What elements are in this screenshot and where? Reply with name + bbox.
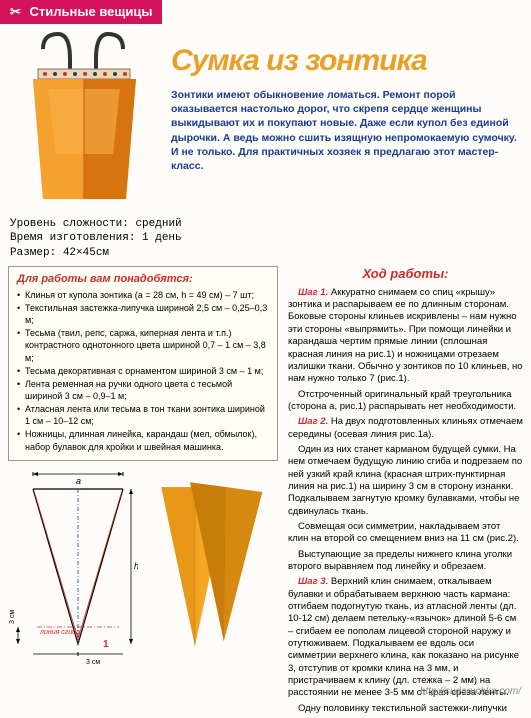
step2-p3: Совмещая оси симметрии, накладываем этот… — [288, 521, 523, 546]
material-item: Ножницы, длинная линейка, карандаш (мел,… — [17, 428, 269, 452]
step2-label: Шаг 2. — [298, 416, 328, 427]
figure-number: 1 — [103, 639, 109, 650]
level-label: Уровень сложности: — [10, 218, 129, 230]
intro-text: Зонтики имеют обыкновение ломаться. Ремо… — [171, 88, 523, 173]
label-3cm-h: 3 см — [86, 659, 100, 666]
material-item: Тесьма декоративная с орнаментом шириной… — [17, 365, 269, 377]
material-item: Лента ременная на ручки одного цвета с т… — [17, 378, 269, 402]
material-item: Клинья от купола зонтика (а = 28 см, h =… — [17, 289, 269, 301]
materials-box: Для работы вам понадобятся: Клинья от ку… — [8, 266, 278, 461]
size-label: Размер: — [10, 247, 56, 259]
bag-svg — [8, 29, 158, 204]
materials-list: Клинья от купола зонтика (а = 28 см, h =… — [17, 289, 269, 453]
material-item: Тесьма (твил, репс, саржа, киперная лент… — [17, 327, 269, 363]
section-header: ✂ Стильные вещицы — [0, 0, 162, 24]
time-label: Время изготовления: — [10, 232, 135, 244]
pattern-diagram: a h 3 см линия сгиба 3 см 1 — [8, 469, 138, 669]
level-value: средний — [135, 218, 181, 230]
materials-title: Для работы вам понадобятся: — [17, 273, 269, 285]
label-3cm-v: 3 см — [9, 609, 16, 623]
step2-p2: Один из них станет карманом будущей сумк… — [288, 444, 523, 518]
step3-label: Шаг 3. — [298, 576, 328, 587]
step3-text: Верхний клин снимаем, откалываем булавки… — [288, 576, 519, 698]
step1: Шаг 1. Аккуратно снимаем со спиц «крышу»… — [288, 287, 523, 386]
watermark: http://sudaruchka.com/ — [420, 686, 521, 697]
material-item: Текстильная застежка-липучка шириной 2,5… — [17, 302, 269, 326]
left-column: Для работы вам понадобятся: Клинья от ку… — [8, 266, 278, 718]
step1-p2: Отстроченный оригинальный край треугольн… — [288, 389, 523, 414]
step1-text: Аккуратно снимаем со спиц «крышу» зонтик… — [288, 287, 523, 384]
meta-info: Уровень сложности: средний Время изготов… — [10, 217, 531, 260]
scissors-icon: ✂ — [10, 4, 21, 19]
article-title: Сумка из зонтика — [171, 44, 523, 78]
title-area: Сумка из зонтика Зонтики имеют обыкновен… — [163, 29, 523, 209]
step3: Шаг 3. Верхний клин снимаем, откалываем … — [288, 576, 523, 699]
material-item: Атласная лента или тесьма в тон ткани зо… — [17, 403, 269, 427]
label-a: a — [76, 476, 81, 486]
size-value: 42×45см — [63, 247, 109, 259]
step2-p4: Выступающие за пределы нижнего клина уго… — [288, 549, 523, 574]
right-column: Ход работы: Шаг 1. Аккуратно снимаем со … — [288, 266, 523, 718]
step1-label: Шаг 1. — [298, 287, 328, 298]
bag-illustration — [8, 29, 163, 209]
section-header-text: Стильные вещицы — [30, 4, 153, 19]
step2: Шаг 2. На двух подготовленных клиньях от… — [288, 416, 523, 441]
work-title: Ход работы: — [288, 266, 523, 283]
step3-p2: Одну половинку текстильной застежки-липу… — [288, 703, 523, 715]
fold-line-label: линия сгиба — [39, 628, 80, 636]
label-h: h — [134, 561, 138, 571]
time-value: 1 день — [142, 232, 182, 244]
top-section: Сумка из зонтика Зонтики имеют обыкновен… — [0, 24, 531, 209]
two-column-layout: Для работы вам понадобятся: Клинья от ку… — [0, 266, 531, 718]
diagram-area: a h 3 см линия сгиба 3 см 1 — [8, 469, 278, 669]
fabric-pieces — [142, 469, 272, 669]
